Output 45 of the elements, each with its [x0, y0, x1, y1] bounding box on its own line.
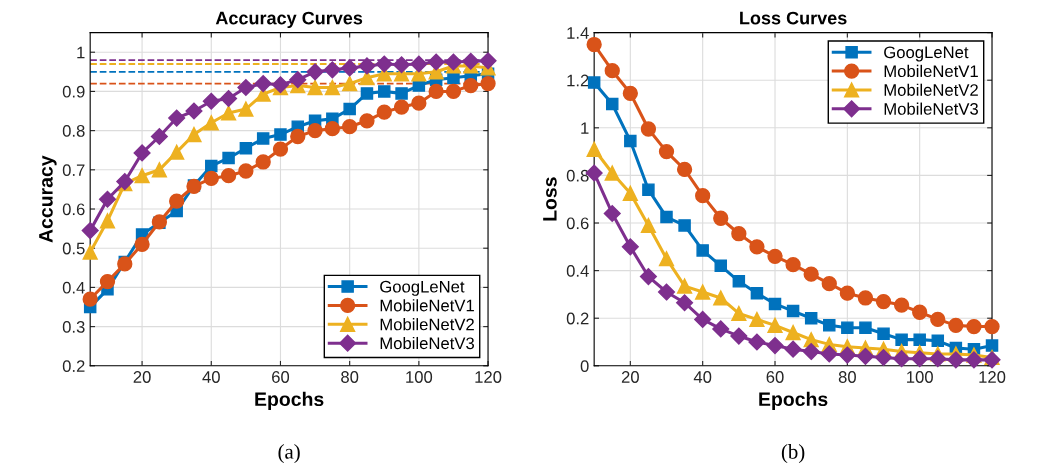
x-tick-label: 60: [272, 371, 290, 383]
y-axis-title: Accuracy: [39, 155, 57, 243]
y-tick-label: 0.3: [62, 321, 85, 333]
chart-title: Loss Curves: [740, 11, 847, 25]
legend-label: MobileNetV1: [884, 64, 978, 78]
legend-label: GoogLeNet: [380, 280, 465, 296]
text: (a): [278, 444, 300, 463]
y-tick-label: 0.2: [62, 360, 85, 373]
y-tick-label: 1.4: [567, 27, 589, 39]
y-tick-label: 0.4: [566, 265, 589, 277]
y-tick-label: 0: [580, 360, 589, 373]
y-axis-title: Loss: [543, 177, 557, 221]
y-tick-label: 0.8: [566, 169, 589, 182]
y-tick-label: 1: [77, 46, 85, 59]
x-tick-label: 80: [838, 371, 856, 383]
x-tick-label: 120: [475, 371, 502, 383]
y-tick-label: 0.8: [62, 125, 85, 137]
y-tick-label: 0.6: [566, 217, 589, 230]
legend-label: MobileNetV3: [884, 102, 978, 115]
x-tick-label: 20: [621, 371, 639, 383]
x-axis-title: Epochs: [255, 391, 324, 410]
legend-label: GoogLeNet: [884, 46, 969, 62]
x-tick-label: 40: [202, 371, 220, 383]
y-tick-label: 0.4: [62, 281, 85, 294]
y-tick-label: 0.6: [62, 203, 85, 216]
x-tick-label: 80: [341, 371, 359, 383]
chart-title: Accuracy Curves: [215, 11, 363, 29]
x-tick-label: 40: [693, 371, 712, 383]
y-tick-label: 0.5: [62, 242, 85, 255]
y-tick-label: 1: [581, 122, 589, 134]
legend-label: MobileNetV3: [380, 336, 474, 350]
x-tick-label: 100: [406, 371, 433, 383]
text: (b): [781, 444, 805, 463]
x-tick-label: 60: [766, 371, 784, 383]
legend-label: MobileNetV2: [380, 318, 474, 331]
y-tick-label: 0.7: [62, 164, 85, 177]
x-tick-label: 20: [133, 371, 151, 383]
legend-label: MobileNetV1: [380, 299, 474, 312]
y-tick-label: 0.2: [566, 312, 589, 325]
y-tick-label: 0.9: [62, 85, 85, 98]
y-tick-label: 1.2: [567, 74, 589, 87]
x-tick-label: 120: [979, 371, 1006, 383]
x-tick-label: 100: [907, 371, 933, 383]
x-axis-title: Epochs: [759, 391, 828, 410]
legend-label: MobileNetV2: [884, 83, 978, 96]
